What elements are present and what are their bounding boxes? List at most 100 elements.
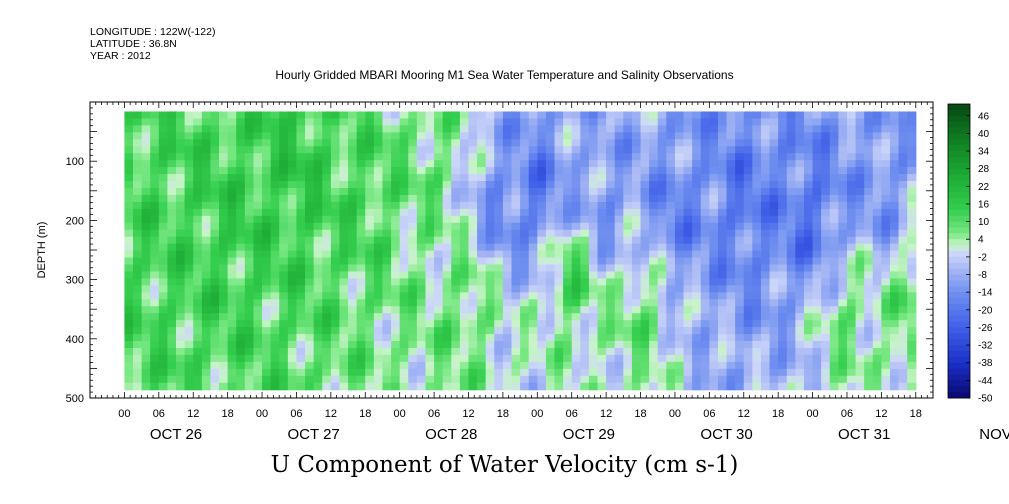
heatmap-cell <box>864 250 874 259</box>
heatmap-cell <box>313 146 323 154</box>
heatmap-cell <box>408 146 418 154</box>
heatmap-cell <box>416 292 427 300</box>
heatmap-cell <box>554 347 564 356</box>
heatmap-cell <box>322 250 332 259</box>
heatmap-cell <box>778 243 788 252</box>
heatmap-cell <box>244 236 255 245</box>
heatmap-cell <box>270 167 280 175</box>
heatmap-cell <box>485 375 495 384</box>
heatmap-cell <box>382 201 392 210</box>
heatmap-cell <box>141 174 151 182</box>
heatmap-cell <box>778 250 788 259</box>
heatmap-cell <box>287 368 298 377</box>
heatmap-cell <box>494 375 504 384</box>
heatmap-cell <box>812 236 822 245</box>
heatmap-cell <box>322 174 332 182</box>
heatmap-cell <box>520 118 530 126</box>
heatmap-cell <box>657 313 667 321</box>
heatmap-cell <box>580 125 590 133</box>
heatmap-cell <box>262 271 272 280</box>
heatmap-cell <box>855 375 865 384</box>
heatmap-cell <box>812 313 822 321</box>
heatmap-cell <box>391 187 401 196</box>
heatmap-cell <box>133 347 143 356</box>
heatmap-cell <box>752 354 762 363</box>
colorbar-segment <box>948 115 970 123</box>
heatmap-cell <box>606 292 616 300</box>
heatmap-cell <box>356 181 366 189</box>
heatmap-cell <box>348 201 358 210</box>
heatmap-cell <box>812 299 822 307</box>
heatmap-cell <box>451 208 461 217</box>
heatmap-cell <box>700 139 710 147</box>
heatmap-cell <box>141 208 151 217</box>
heatmap-cell <box>253 320 263 328</box>
heatmap-cell <box>717 375 728 384</box>
heatmap-cell <box>287 299 298 307</box>
heatmap-cell <box>829 313 839 321</box>
heatmap-cell <box>674 125 685 133</box>
heatmap-cell <box>769 278 779 286</box>
heatmap-cell <box>313 160 323 168</box>
heatmap-cell <box>150 146 160 154</box>
heatmap-cell <box>279 181 289 189</box>
heatmap-cell <box>253 174 263 182</box>
heatmap-cell <box>270 201 280 210</box>
heatmap-cell <box>339 382 349 391</box>
heatmap-cell <box>485 132 495 140</box>
heatmap-cell <box>210 334 220 342</box>
heatmap-cell <box>236 187 246 196</box>
heatmap-cell <box>743 118 753 126</box>
heatmap-cell <box>468 139 478 147</box>
heatmap-cell <box>485 341 495 349</box>
heatmap-cell <box>253 264 263 273</box>
heatmap-cell <box>606 194 616 203</box>
heatmap-cell <box>717 222 728 231</box>
heatmap-cell <box>339 278 349 286</box>
heatmap-cell <box>373 306 384 314</box>
heatmap-cell <box>416 278 427 286</box>
heatmap-cell <box>399 153 409 161</box>
heatmap-cell <box>752 160 762 168</box>
heatmap-cell <box>184 194 194 203</box>
heatmap-cell <box>502 347 513 356</box>
x-tick-label: 00 <box>256 408 268 420</box>
heatmap-cell <box>588 174 599 182</box>
heatmap-cell <box>726 264 736 273</box>
heatmap-cell <box>485 313 495 321</box>
heatmap-cell <box>803 334 814 342</box>
heatmap-cell <box>468 160 478 168</box>
heatmap-cell <box>416 313 427 321</box>
heatmap-cell <box>279 118 289 126</box>
heatmap-cell <box>631 181 642 189</box>
heatmap-cell <box>717 146 728 154</box>
heatmap-cell <box>330 320 341 328</box>
heatmap-cell <box>348 320 358 328</box>
heatmap-cell <box>554 208 564 217</box>
heatmap-cell <box>244 222 255 231</box>
heatmap-cell <box>795 229 805 238</box>
heatmap-cell <box>416 229 427 238</box>
heatmap-cell <box>348 334 358 342</box>
heatmap-cell <box>477 208 487 217</box>
heatmap-cell <box>150 153 160 161</box>
heatmap-cell <box>124 341 134 349</box>
heatmap-cell <box>287 215 298 224</box>
heatmap-cell <box>588 118 599 126</box>
heatmap-cell <box>485 167 495 175</box>
heatmap-cell <box>786 160 796 168</box>
heatmap-cell <box>158 375 169 384</box>
heatmap-cell <box>829 306 839 314</box>
heatmap-cell <box>657 187 667 196</box>
heatmap-cell <box>227 382 237 391</box>
heatmap-cell <box>296 132 306 140</box>
heatmap-cell <box>244 208 255 217</box>
heatmap-cell <box>528 222 538 231</box>
heatmap-cell <box>408 187 418 196</box>
heatmap-cell <box>502 153 513 161</box>
heatmap-cell <box>330 368 341 377</box>
heatmap-cell <box>571 306 581 314</box>
heatmap-cell <box>838 174 848 182</box>
heatmap-cell <box>365 347 375 356</box>
heatmap-cell <box>373 327 384 335</box>
